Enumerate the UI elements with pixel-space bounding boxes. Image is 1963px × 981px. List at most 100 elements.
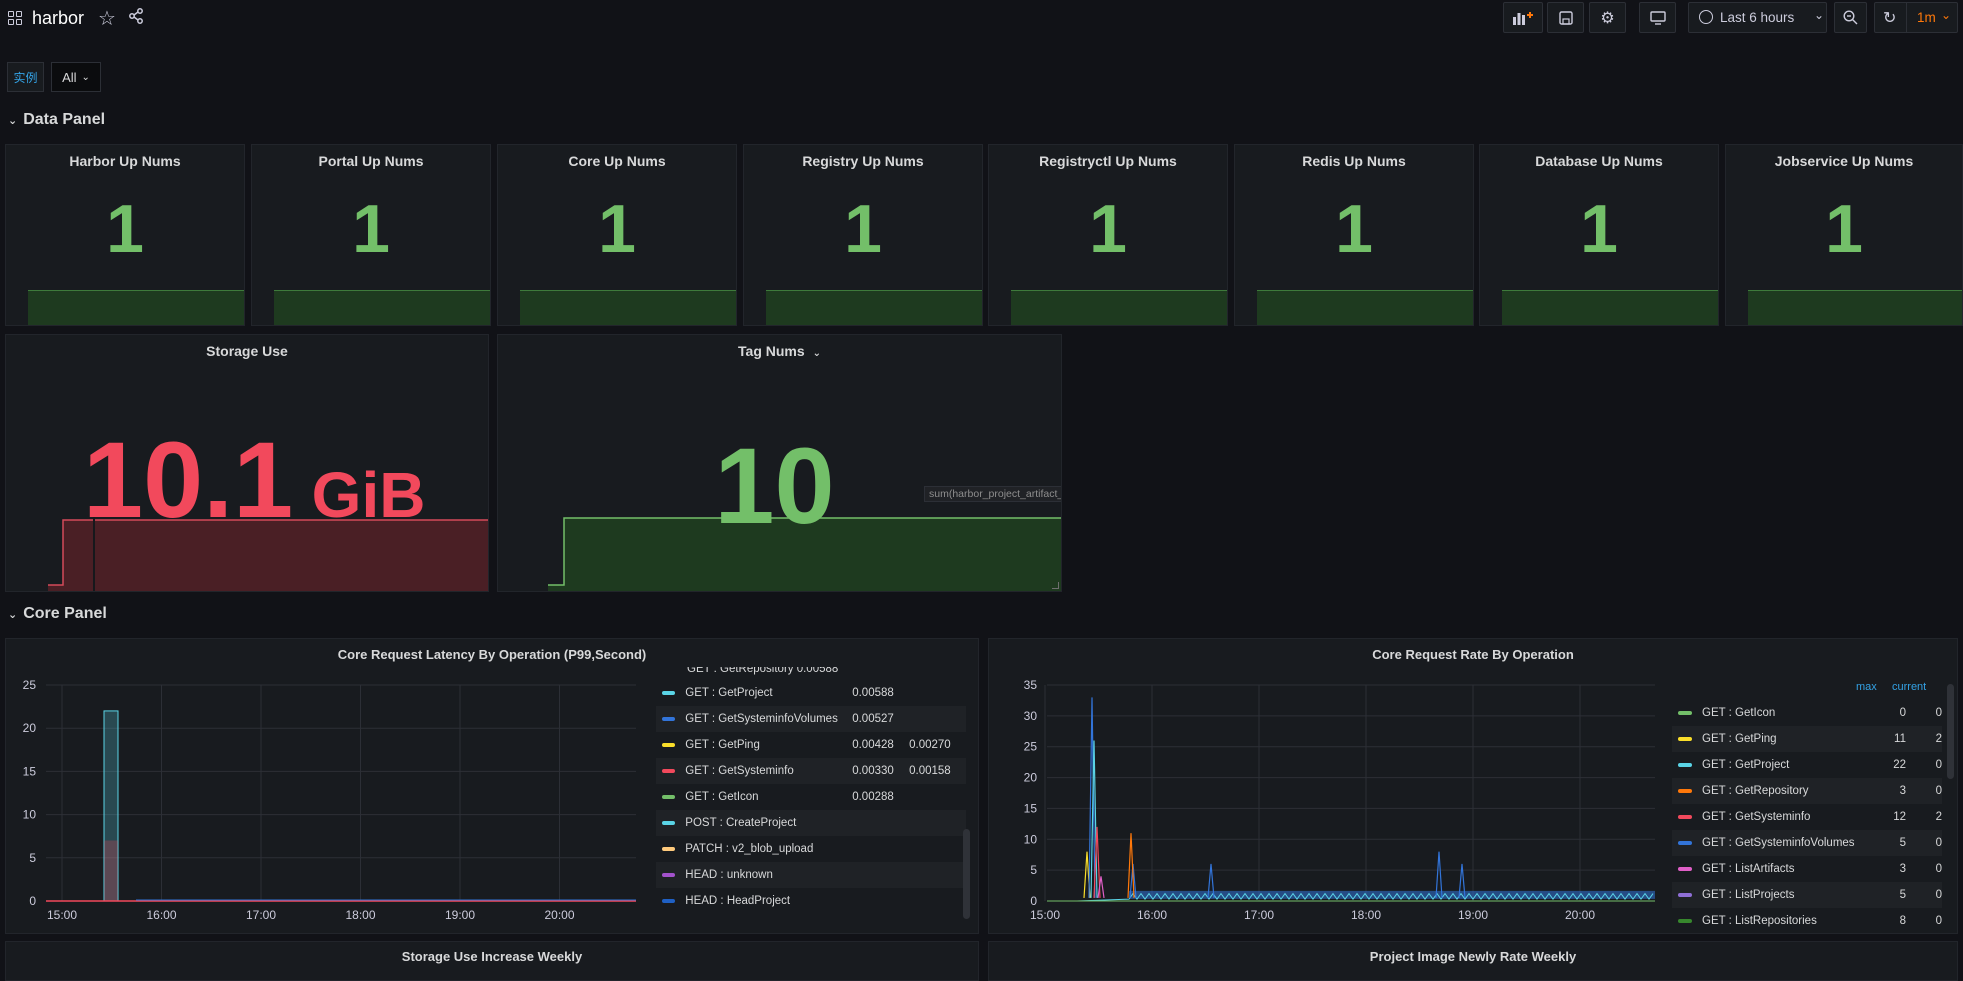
row-data-panel[interactable]: ⌄ Data Panel	[8, 111, 105, 129]
tv-mode-button[interactable]	[1639, 2, 1676, 33]
panel-title: Database Up Nums	[1535, 153, 1663, 169]
legend-swatch[interactable]	[662, 873, 676, 877]
legend-swatch[interactable]	[1678, 919, 1692, 923]
latency-overlay-bar	[104, 840, 118, 901]
settings-button[interactable]: ⚙	[1589, 2, 1626, 33]
interval-chevron-icon[interactable]: ⌄	[1941, 8, 1952, 22]
sparkline	[766, 290, 982, 325]
legend-item[interactable]: GET : ListArtifacts 3 0	[1672, 856, 1942, 882]
x-tick-label: 15:00	[1030, 908, 1060, 922]
storage-use-panel[interactable]: Storage Use 10.1 GiB	[5, 334, 489, 592]
stat-panel[interactable]: Registry Up Nums 1	[743, 144, 983, 326]
latency-legend[interactable]: GET : GetRepository 0.00588 GET : GetPro…	[656, 667, 966, 929]
legend-swatch[interactable]	[1678, 711, 1692, 715]
legend-max: 0.00288	[852, 791, 894, 803]
legend-swatch[interactable]	[662, 847, 676, 851]
stat-panel[interactable]: Core Up Nums 1	[497, 144, 737, 326]
legend-swatch[interactable]	[1678, 789, 1692, 793]
legend-item[interactable]: GET : GetSysteminfoVolumes 5 0	[1672, 830, 1942, 856]
legend-item[interactable]: GET : ListRepositories 8 0	[1672, 908, 1942, 932]
stat-panel[interactable]: Redis Up Nums 1	[1234, 144, 1474, 326]
tag-nums-panel[interactable]: Tag Nums ⌄ 10 sum(harbor_project_artifac…	[497, 334, 1062, 592]
project-image-rate-panel[interactable]: Project Image Newly Rate Weekly	[988, 941, 1958, 981]
latency-chart[interactable]: 0 5 10 15 20 25 15:00 16:00 17:00 18:00 19:00 20:00	[6, 639, 646, 934]
legend-item[interactable]: GET : GetPing 11 2	[1672, 726, 1942, 752]
legend-swatch[interactable]	[1678, 893, 1692, 897]
stat-panel[interactable]: Portal Up Nums 1	[251, 144, 491, 326]
legend-item[interactable]: GET : GetSysteminfo 12 2	[1672, 804, 1942, 830]
legend-item[interactable]: POST : CreateProject	[656, 810, 966, 836]
rate-panel[interactable]: Core Request Rate By Operation 0 5 10 15 20 2…	[988, 638, 1958, 934]
add-panel-button[interactable]	[1503, 2, 1543, 33]
rate-legend[interactable]: GET : GetIcon 0 0 GET : GetPing 11 2 GET : Get…	[1672, 700, 1942, 932]
time-picker[interactable]: Last 6 hours ⌄	[1688, 2, 1827, 33]
rate-spike	[1088, 697, 1096, 898]
legend-swatch[interactable]	[1678, 815, 1692, 819]
stat-panel[interactable]: Harbor Up Nums 1	[5, 144, 245, 326]
storage-increase-panel[interactable]: Storage Use Increase Weekly	[5, 941, 979, 981]
stat-panel[interactable]: Database Up Nums 1	[1479, 144, 1719, 326]
stat-value: 1	[106, 191, 144, 267]
legend-item[interactable]: GET : GetProject 22 0	[1672, 752, 1942, 778]
zoom-out-icon	[1843, 10, 1858, 25]
monitor-icon	[1649, 10, 1666, 25]
legend-swatch[interactable]	[1678, 841, 1692, 845]
refresh-icon[interactable]: ↻	[1883, 10, 1897, 27]
legend-item[interactable]: GET : GetPing 0.00428 0.00270	[656, 732, 966, 758]
legend-current: 0	[1935, 785, 1942, 797]
legend-item[interactable]: GET : GetRepository 3 0	[1672, 778, 1942, 804]
y-tick-label: 10	[1024, 832, 1038, 846]
legend-scrollbar[interactable]	[963, 829, 970, 919]
dashboard-title[interactable]: harbor	[32, 8, 85, 28]
legend-partial-row: GET : GetRepository 0.00588	[687, 667, 839, 675]
stat-value: 1	[844, 191, 882, 267]
row-title: Core Panel	[23, 605, 107, 622]
variable-select[interactable]: All ⌄	[51, 62, 101, 92]
legend-swatch[interactable]	[662, 691, 676, 695]
rate-chart[interactable]: 0 5 10 15 20 25 30 35 15:00 16:00 17:00 18:00 19:00 2…	[989, 639, 1661, 934]
zoom-out-button[interactable]	[1834, 2, 1867, 33]
stat-panel[interactable]: Jobservice Up Nums 1	[1725, 144, 1963, 326]
legend-max: 5	[1899, 837, 1906, 849]
legend-item[interactable]: GET : GetIcon 0.00288	[656, 784, 966, 810]
legend-item[interactable]: GET : ListProjects 5 0	[1672, 882, 1942, 908]
legend-swatch[interactable]	[1678, 737, 1692, 741]
legend-swatch[interactable]	[662, 821, 676, 825]
legend-item[interactable]: GET : GetSysteminfo 0.00330 0.00158	[656, 758, 966, 784]
divider	[1906, 3, 1907, 32]
legend-col-current[interactable]: current	[1892, 681, 1927, 693]
latency-panel[interactable]: Core Request Latency By Operation (P99,S…	[5, 638, 979, 934]
stat-value: 1	[598, 191, 636, 267]
legend-swatch[interactable]	[662, 743, 676, 747]
refresh-interval[interactable]: 1m	[1917, 10, 1936, 25]
legend-col-max[interactable]: max	[1856, 681, 1877, 693]
y-tick-label: 35	[1024, 678, 1038, 692]
stat-panel[interactable]: Registryctl Up Nums 1	[988, 144, 1228, 326]
legend-swatch[interactable]	[662, 795, 676, 799]
apps-icon[interactable]	[8, 11, 22, 25]
legend-item[interactable]: GET : GetSysteminfoVolumes 0.00527	[656, 706, 966, 732]
panel-title: Portal Up Nums	[318, 153, 424, 169]
legend-swatch[interactable]	[662, 717, 676, 721]
legend-item[interactable]: GET : GetIcon 0 0	[1672, 700, 1942, 726]
share-icon[interactable]	[128, 8, 144, 24]
legend-swatch[interactable]	[662, 899, 676, 903]
y-tick-label: 10	[23, 808, 37, 822]
legend-name: GET : GetSysteminfoVolumes	[685, 713, 838, 725]
storage-sparkline	[48, 515, 488, 591]
save-dashboard-button[interactable]	[1547, 2, 1584, 33]
row-core-panel[interactable]: ⌄ Core Panel	[8, 605, 107, 623]
legend-scrollbar[interactable]	[1947, 684, 1954, 779]
resize-handle[interactable]	[1052, 582, 1059, 589]
legend-item[interactable]: HEAD : unknown	[656, 862, 966, 888]
legend-item[interactable]: PATCH : v2_blob_upload	[656, 836, 966, 862]
star-icon[interactable]: ☆	[98, 8, 116, 30]
legend-swatch[interactable]	[662, 769, 676, 773]
legend-swatch[interactable]	[1678, 763, 1692, 767]
chevron-down-icon[interactable]: ⌄	[812, 348, 821, 359]
legend-item[interactable]: GET : GetProject 0.00588	[656, 680, 966, 706]
legend-item[interactable]: HEAD : HeadProject	[656, 888, 966, 914]
panel-title: Core Request Rate By Operation	[1372, 647, 1574, 662]
legend-name: GET : GetProject	[685, 687, 773, 699]
legend-swatch[interactable]	[1678, 867, 1692, 871]
